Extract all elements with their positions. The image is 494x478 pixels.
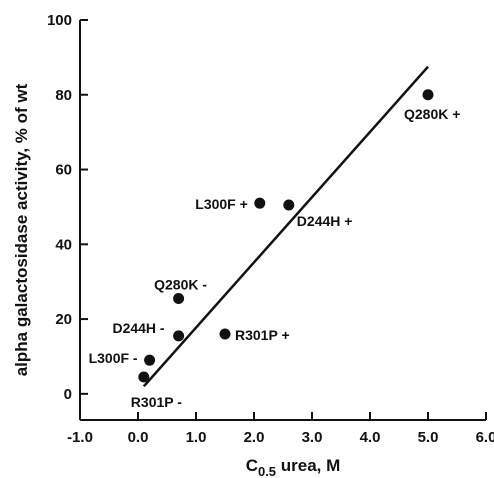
data-point [173,330,185,342]
x-tick-label: 3.0 [302,429,323,446]
x-tick-label: 6.0 [476,429,494,446]
x-tick-label: 1.0 [186,429,207,446]
y-tick-label: 20 [55,311,72,328]
point-labels: Q280K + L300F + D244H + Q280K - D244H - R301P… [89,106,461,410]
data-point-label: L300F - [89,350,138,366]
y-tick-label: 0 [64,386,72,403]
data-point [173,293,185,305]
data-point-label: R301P + [235,327,290,343]
data-point-label: L300F + [195,196,248,212]
data-point [219,328,231,340]
x-tick-label: -1.0 [67,429,93,446]
y-tick-label: 40 [55,236,72,253]
plot-frame [79,20,486,421]
data-point [422,89,434,101]
x-axis-title-rest: urea, M [276,456,340,475]
y-axis-title: alpha galactosidase activity, % of wt [12,83,31,376]
x-ticks: -1.0 0.0 1.0 2.0 3.0 4.0 5.0 6.0 [67,412,494,446]
data-point [138,371,150,383]
y-ticks: 0 20 40 60 80 100 [47,12,88,403]
regression-line [142,65,429,388]
data-point [283,199,295,211]
data-point-label: R301P - [131,394,182,410]
y-tick-label: 80 [55,87,72,104]
x-axis-title-subscript: 0.5 [258,464,276,478]
y-tick-label: 100 [47,12,72,29]
data-points [138,89,434,383]
x-tick-label: 0.0 [128,429,149,446]
x-tick-label: 5.0 [418,429,439,446]
data-point-label: Q280K - [154,277,207,293]
data-point-label: Q280K + [404,106,460,122]
data-point-label: D244H + [297,213,353,229]
data-point-label: D244H - [112,320,164,336]
data-point [144,354,156,366]
x-axis-title-main: C [246,456,258,475]
x-tick-label: 4.0 [360,429,381,446]
data-point [254,197,266,209]
y-tick-label: 60 [55,162,72,179]
x-tick-label: 2.0 [244,429,265,446]
x-axis-title: C0.5 urea, M [246,456,341,478]
